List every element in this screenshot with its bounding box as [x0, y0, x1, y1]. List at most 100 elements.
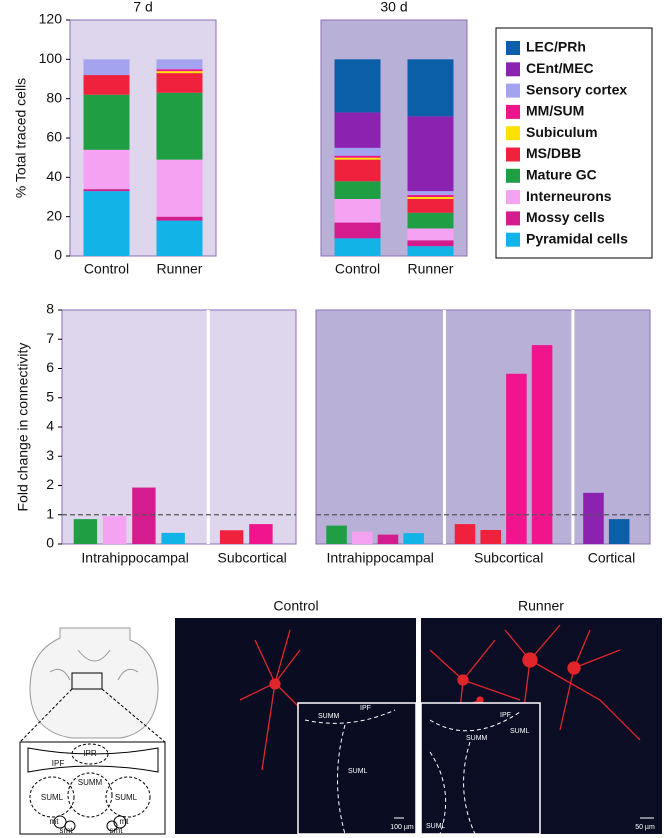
bar	[377, 534, 399, 544]
bar-segment	[156, 92, 203, 160]
diagram-label: smt	[60, 826, 74, 835]
y-tick-label: 3	[46, 447, 54, 463]
legend-label: CEnt/MEC	[526, 60, 594, 76]
legend-label: Mossy cells	[526, 209, 605, 225]
bar	[249, 524, 273, 544]
bar-segment	[407, 195, 454, 197]
bar	[73, 519, 98, 544]
diagram-label: IPR	[83, 749, 97, 758]
inset-label: SUML	[348, 768, 368, 775]
legend-swatch	[506, 126, 520, 141]
legend-label: Subiculum	[526, 124, 598, 140]
legend-swatch	[506, 190, 520, 205]
bar-segment	[156, 73, 203, 93]
y-tick-label: 8	[46, 301, 54, 317]
bar-segment	[83, 189, 130, 192]
y-tick-label: 20	[46, 207, 62, 223]
bar-segment	[334, 198, 381, 223]
group-label: Cortical	[588, 550, 635, 566]
inset-label: IPF	[500, 712, 511, 719]
bar	[583, 492, 604, 544]
diagram-label: SUML	[41, 793, 64, 802]
legend-swatch	[506, 211, 520, 226]
bar-segment	[156, 159, 203, 217]
inset-label: SUMM	[466, 735, 488, 742]
inset	[420, 702, 541, 835]
bar-segment	[407, 116, 454, 192]
chart-title: 7 d	[133, 0, 152, 15]
y-axis-label: % Total traced cells	[13, 78, 29, 198]
legend-label: MS/DBB	[526, 145, 581, 161]
y-tick-label: 40	[46, 168, 62, 184]
bar	[403, 533, 424, 544]
y-tick-label: 6	[46, 359, 54, 375]
bar-segment	[156, 216, 203, 221]
legend-box	[495, 27, 653, 259]
scale-bar-label: 100 µm	[390, 824, 414, 831]
bar-segment	[83, 149, 130, 190]
bar-segment	[156, 59, 203, 70]
y-tick-label: 0	[54, 247, 62, 263]
bar	[102, 516, 127, 544]
bar-segment	[407, 240, 454, 247]
y-tick-label: 1	[46, 505, 54, 521]
bar-segment	[407, 191, 454, 196]
legend-swatch	[506, 147, 520, 162]
y-axis-label: Fold change in connectivity	[15, 343, 31, 512]
bar-segment	[334, 159, 381, 182]
bar	[531, 345, 553, 544]
y-tick-label: 2	[46, 476, 54, 492]
bar-segment	[83, 59, 130, 76]
bar-segment	[334, 112, 381, 148]
bar-segment	[334, 155, 381, 158]
legend-label: Mature GC	[526, 167, 597, 183]
bar	[506, 373, 527, 544]
y-tick-label: 100	[39, 50, 63, 66]
bar-segment	[334, 222, 381, 239]
brain-diagram	[19, 627, 166, 835]
diagram-label: SUML	[115, 793, 138, 802]
diagram-label: mt	[120, 817, 130, 826]
bar-segment	[407, 198, 454, 213]
bar-segment	[334, 59, 381, 113]
bar	[351, 531, 373, 544]
y-tick-label: 5	[46, 388, 54, 404]
legend-swatch	[506, 232, 520, 247]
y-tick-label: 120	[39, 11, 63, 27]
bar	[454, 524, 476, 544]
bar-segment	[334, 157, 381, 160]
y-tick-label: 80	[46, 89, 62, 105]
bar-segment	[334, 147, 381, 156]
y-tick-label: 60	[46, 129, 62, 145]
inset-label: SUML	[510, 728, 530, 735]
bar-segment	[407, 228, 454, 241]
diagram-label: mt	[50, 817, 60, 826]
bar	[132, 487, 156, 544]
inset-label: SUMM	[318, 713, 340, 720]
chart-title: 30 d	[380, 0, 407, 15]
x-tick-label: Control	[84, 261, 129, 277]
image-title: Runner	[518, 598, 564, 614]
image-title: Control	[273, 598, 318, 614]
scale-bar-label: 50 µm	[635, 824, 655, 831]
group-label: Intrahippocampal	[81, 550, 188, 566]
bar	[480, 529, 501, 544]
x-tick-label: Runner	[408, 261, 454, 277]
legend-label: Sensory cortex	[526, 81, 627, 97]
bar-segment	[334, 181, 381, 199]
group-label: Intrahippocampal	[327, 550, 434, 566]
inset-label: IPF	[360, 705, 371, 712]
y-tick-label: 0	[46, 535, 54, 551]
y-tick-label: 7	[46, 330, 54, 346]
bar	[608, 519, 630, 544]
legend-swatch	[506, 41, 520, 55]
legend-swatch	[506, 83, 520, 98]
bar	[161, 532, 185, 544]
diagram-label: SUMM	[78, 778, 103, 787]
legend-label: Pyramidal cells	[526, 230, 628, 246]
bar-segment	[156, 220, 203, 256]
inset	[297, 702, 417, 835]
x-tick-label: Runner	[157, 261, 203, 277]
bar-segment	[407, 212, 454, 229]
